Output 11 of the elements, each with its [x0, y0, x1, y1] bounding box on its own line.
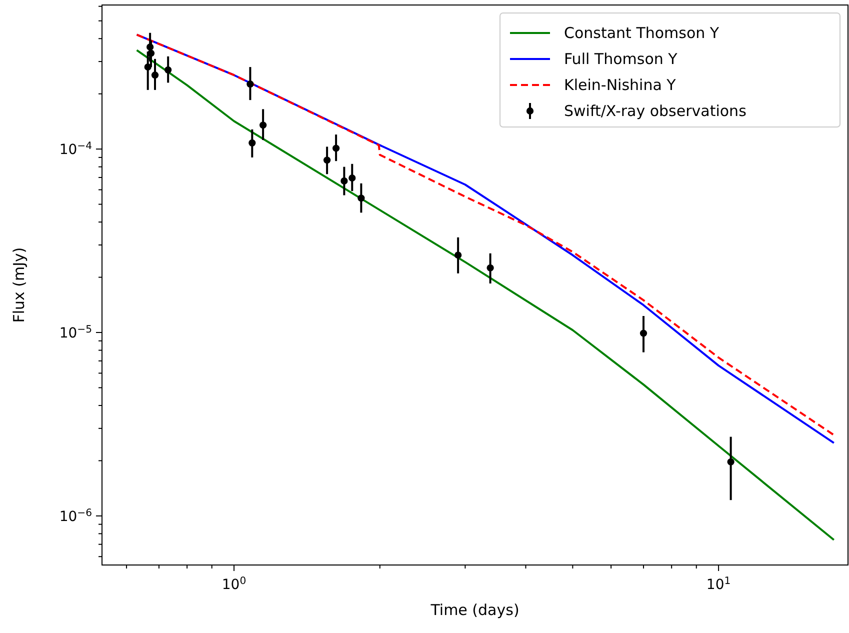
- legend-label: Constant Thomson Y: [564, 24, 720, 42]
- x-tick-label: 10$^{0}$: [222, 576, 246, 593]
- legend-label: Klein-Nishina Y: [564, 76, 677, 94]
- legend-label: Swift/X-ray observations: [564, 102, 747, 120]
- x-axis-title: Time (days): [430, 601, 520, 619]
- legend-label: Full Thomson Y: [564, 50, 678, 68]
- y-tick-label: 10$^{−4}$: [59, 140, 92, 158]
- y-axis-title: Flux (mJy): [10, 247, 28, 323]
- y-tick-label: 10$^{−6}$: [59, 507, 92, 525]
- y-tick-label: 10$^{−5}$: [59, 324, 92, 342]
- x-tick-label: 10$^{1}$: [706, 576, 731, 593]
